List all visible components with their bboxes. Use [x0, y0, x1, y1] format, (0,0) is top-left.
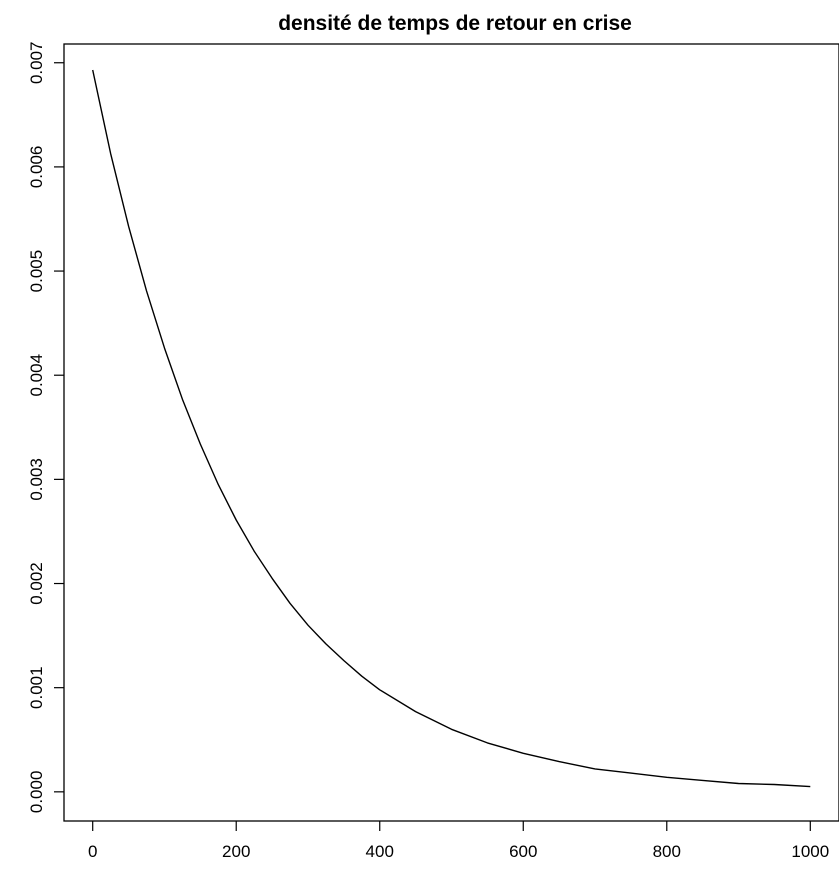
series-layer: [92, 69, 811, 788]
y-axis: 0.000 0.001 0.002 0.003 0.004 0.005 0.006 0.007: [27, 41, 64, 813]
x-tick-label: 800: [653, 842, 681, 861]
x-tick-label: 600: [509, 842, 537, 861]
y-tick-label: 0.001: [27, 666, 46, 709]
x-axis: 0 200 400 600 800 1000: [88, 821, 829, 861]
x-tick-label: 400: [366, 842, 394, 861]
y-tick-label: 0.000: [27, 771, 46, 814]
y-tick-label: 0.004: [27, 354, 46, 397]
y-tick-label: 0.003: [27, 458, 46, 501]
y-tick-label: 0.002: [27, 562, 46, 605]
x-tick-label: 1000: [791, 842, 829, 861]
x-tick-label: 0: [88, 842, 97, 861]
plot-frame: [63, 43, 839, 822]
y-tick-label: 0.006: [27, 146, 46, 189]
y-tick-label: 0.007: [27, 41, 46, 84]
x-tick-label: 200: [222, 842, 250, 861]
chart-title: densité de temps de retour en crise: [278, 12, 632, 35]
y-tick-label: 0.005: [27, 250, 46, 293]
density-line: [92, 69, 811, 788]
